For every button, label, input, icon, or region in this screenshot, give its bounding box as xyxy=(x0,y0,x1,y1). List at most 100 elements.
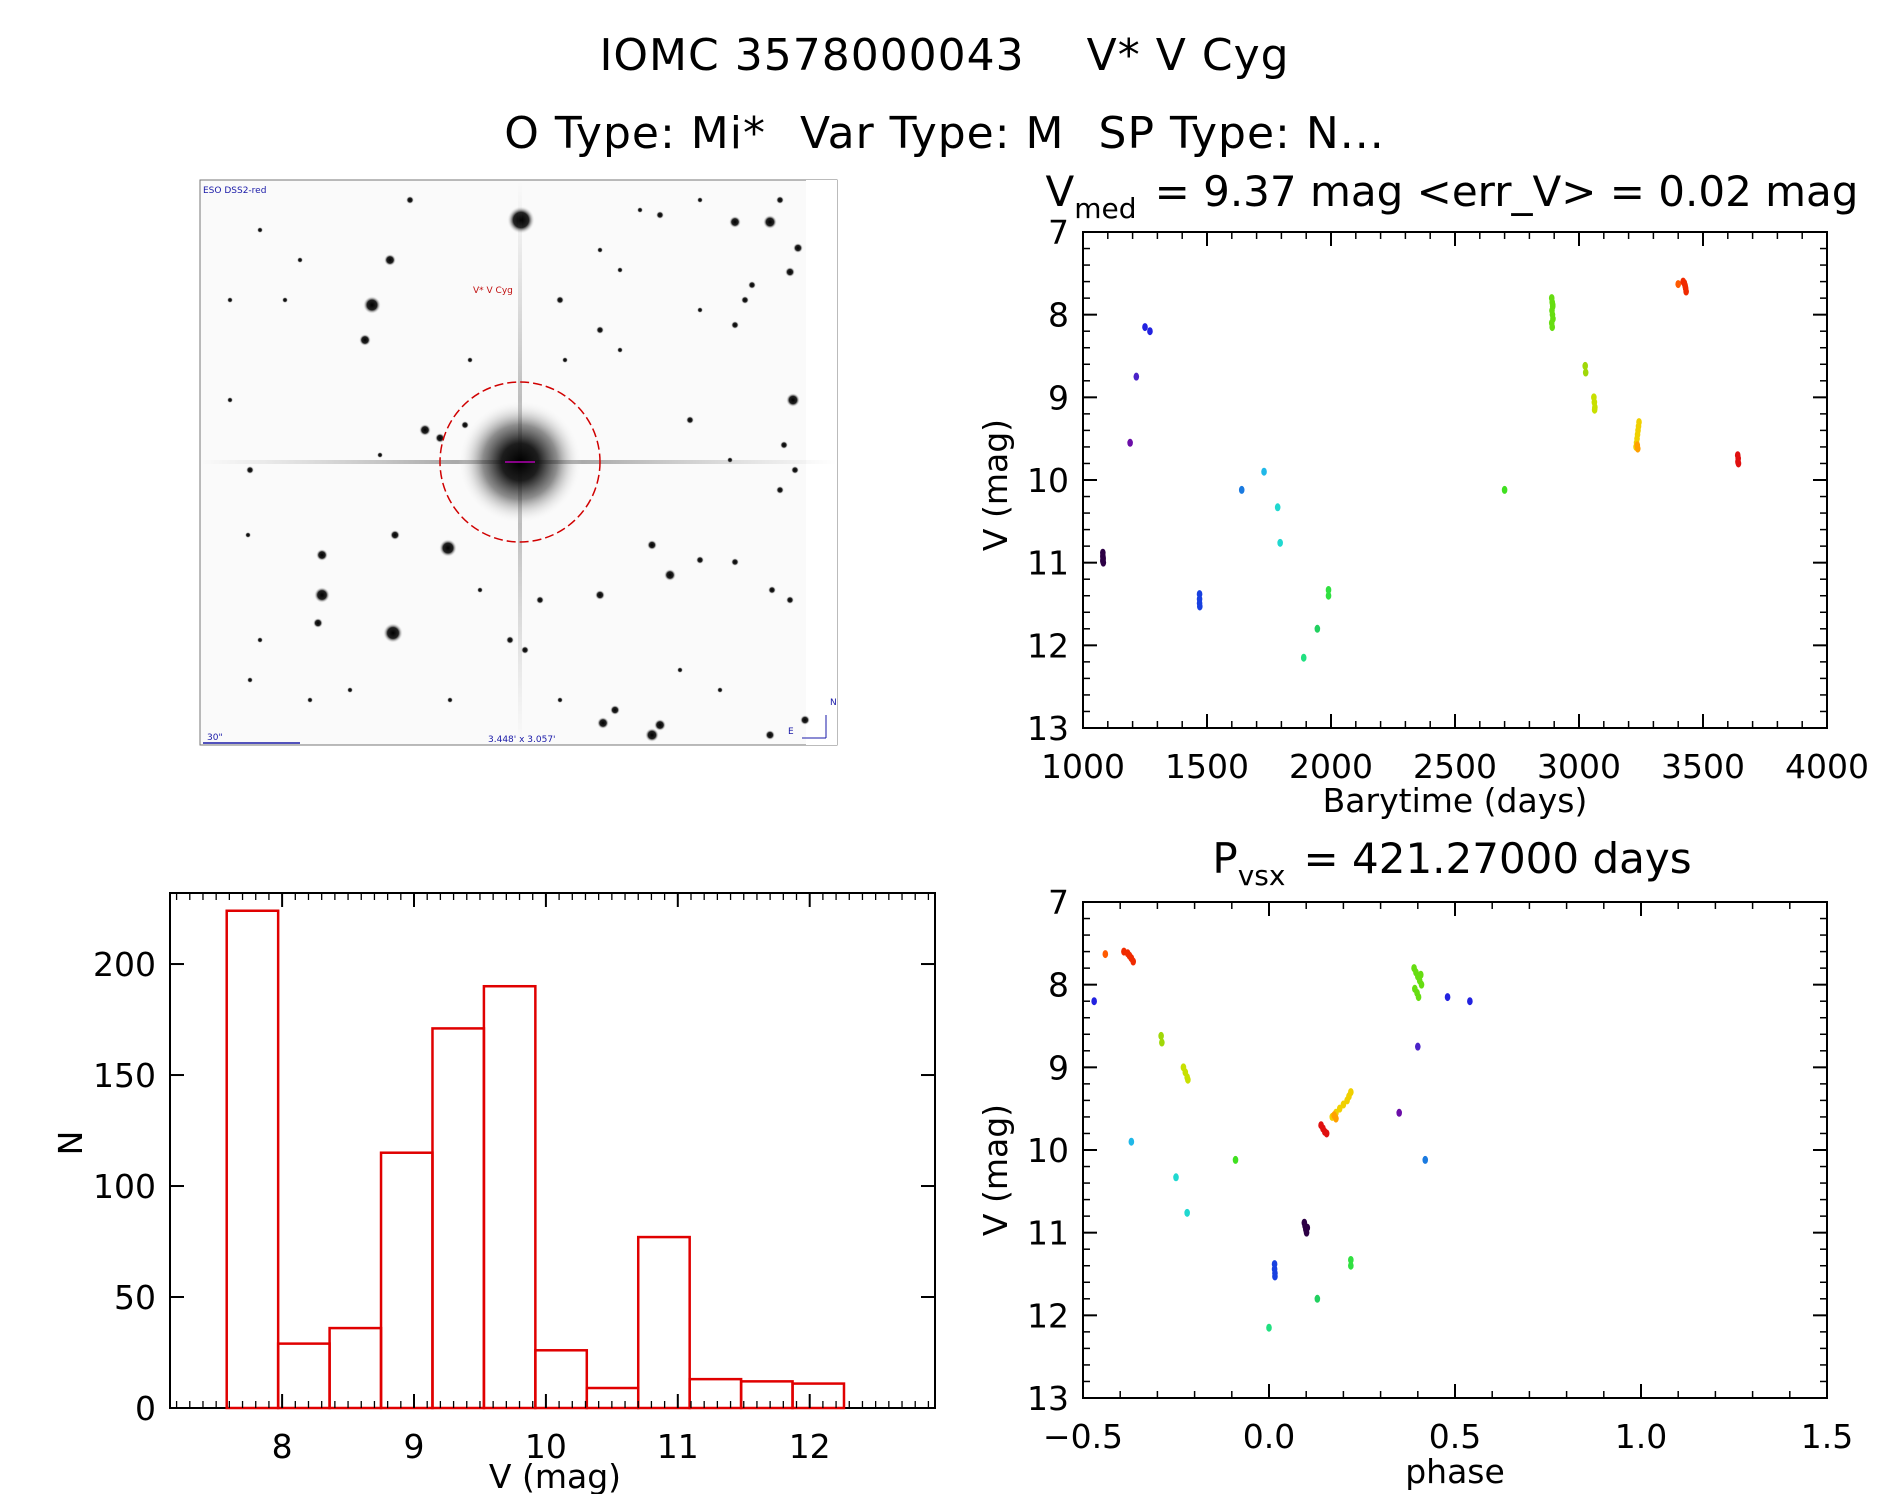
phasecurve-point xyxy=(1418,980,1425,989)
field-star xyxy=(731,321,739,329)
phasecurve-points xyxy=(1091,947,1473,1332)
field-star xyxy=(257,637,263,643)
histogram-ylabel: N xyxy=(51,1131,90,1156)
field-star xyxy=(227,297,233,303)
phasecurve-xlabel: phase xyxy=(1405,1452,1505,1491)
phasecurve-point xyxy=(1467,997,1473,1006)
field-star xyxy=(791,466,799,474)
histogram-bar xyxy=(534,1349,589,1410)
field-star xyxy=(377,452,383,458)
field-star xyxy=(245,532,251,538)
lightcurve-ticks: 1000 1500 2000 2500 3000 3500 4000 7 8 9 10 11 12 13 xyxy=(1027,213,1869,786)
field-star xyxy=(776,486,784,494)
lightcurve-title-main: V xyxy=(1046,167,1075,216)
field-star xyxy=(359,334,371,346)
field-star xyxy=(439,539,457,557)
lightcurve-xtick-label: 1000 xyxy=(1041,747,1125,786)
field-star xyxy=(521,646,529,654)
lightcurve-point xyxy=(1325,585,1332,594)
field-star xyxy=(697,197,703,203)
phasecurve-point xyxy=(1266,1323,1272,1332)
lightcurve-point xyxy=(1133,372,1140,381)
field-star xyxy=(347,687,353,693)
histogram-xtick-label: 9 xyxy=(404,1427,425,1466)
phasecurve-point xyxy=(1422,1155,1429,1164)
lightcurve-chart: Vmed = 9.37 mag <err_V> = 0.02 mag 1000 15… xyxy=(976,167,1869,820)
phasecurve-point xyxy=(1348,1261,1354,1270)
field-star xyxy=(776,196,784,204)
phasecurve-ytick-label: 13 xyxy=(1027,1379,1069,1418)
lightcurve-title-sub: med xyxy=(1074,192,1136,225)
field-star xyxy=(765,730,775,740)
histogram-xtick-label: 10 xyxy=(525,1427,567,1466)
lightcurve-point xyxy=(1683,287,1689,296)
lightcurve-ytick-label: 9 xyxy=(1048,378,1069,417)
lightcurve-point xyxy=(1636,418,1642,427)
field-star xyxy=(717,687,723,693)
lightcurve-xtick-label: 1500 xyxy=(1165,747,1249,786)
histogram-bar xyxy=(585,1386,640,1410)
field-star xyxy=(257,227,263,233)
field-star xyxy=(246,466,254,474)
lightcurve-point xyxy=(1142,323,1148,332)
phasecurve-xtick-label: −0.5 xyxy=(1043,1417,1123,1456)
object-types: O Type: Mi* Var Type: M SP Type: N... xyxy=(0,108,1889,159)
field-star xyxy=(617,267,623,273)
field-star xyxy=(597,717,609,729)
lightcurve-point xyxy=(1549,300,1556,309)
field-star xyxy=(316,549,328,561)
field-star xyxy=(595,590,605,600)
lightcurve-xtick-label: 3000 xyxy=(1537,747,1621,786)
phasecurve-xtick-label: 1.5 xyxy=(1801,1417,1853,1456)
survey-label: ESO DSS2-red xyxy=(203,186,266,196)
field-star xyxy=(247,677,253,683)
lightcurve-xtick-label: 2500 xyxy=(1413,747,1497,786)
var-type: Var Type: M xyxy=(799,108,1065,159)
histogram-ytick-label: 200 xyxy=(93,945,156,984)
phasecurve-ticks: −0.5 0.0 0.5 1.0 1.5 7 8 9 10 11 12 13 xyxy=(1027,883,1853,1456)
histogram-bar xyxy=(431,1027,486,1410)
lightcurve-ytick-label: 12 xyxy=(1027,626,1069,665)
lightcurve-title: Vmed = 9.37 mag <err_V> = 0.02 mag xyxy=(1046,167,1859,225)
phasecurve-point xyxy=(1232,1155,1239,1164)
lightcurve-point xyxy=(1634,444,1641,453)
field-star xyxy=(297,257,303,263)
histogram-ytick-label: 100 xyxy=(93,1167,156,1206)
field-star xyxy=(780,441,788,449)
field-star xyxy=(677,667,683,673)
histogram-bar xyxy=(739,1380,794,1410)
field-star xyxy=(461,421,469,429)
field-star xyxy=(696,556,704,564)
histogram-frame xyxy=(169,892,936,1409)
phasecurve-point xyxy=(1348,1255,1354,1264)
lightcurve-point xyxy=(1238,485,1245,494)
phasecurve-point xyxy=(1184,1208,1190,1217)
histogram-ytick-label: 0 xyxy=(135,1389,156,1428)
field-star xyxy=(610,705,620,715)
field-star xyxy=(384,254,396,266)
histogram-bar xyxy=(688,1377,743,1410)
phasecurve-point xyxy=(1348,1088,1354,1097)
lightcurve-xtick-label: 3500 xyxy=(1661,747,1745,786)
lightcurve-point xyxy=(1501,485,1508,494)
field-star xyxy=(596,326,604,334)
field-star xyxy=(556,296,564,304)
phasecurve-point xyxy=(1272,1272,1278,1281)
field-stars xyxy=(227,196,810,742)
histogram-xtick-label: 8 xyxy=(272,1427,293,1466)
field-star xyxy=(786,596,794,604)
phasecurve-chart: Pvsx = 421.27000 days −0.5 0.0 0.5 1.0 1.5 7 8 9… xyxy=(976,834,1853,1491)
phasecurve-point xyxy=(1158,1031,1164,1040)
lightcurve-point xyxy=(1735,459,1742,468)
field-star xyxy=(597,247,603,253)
lightcurve-point xyxy=(1147,327,1153,336)
phasecurve-point xyxy=(1323,1129,1330,1138)
phasecurve-point xyxy=(1102,950,1109,959)
field-star xyxy=(686,416,694,424)
phasecurve-point xyxy=(1173,1173,1179,1182)
lightcurve-point xyxy=(1591,405,1598,414)
field-star xyxy=(506,636,514,644)
phasecurve-point xyxy=(1415,1042,1421,1051)
phasecurve-title-sub: vsx xyxy=(1238,859,1286,892)
field-star xyxy=(785,267,795,277)
